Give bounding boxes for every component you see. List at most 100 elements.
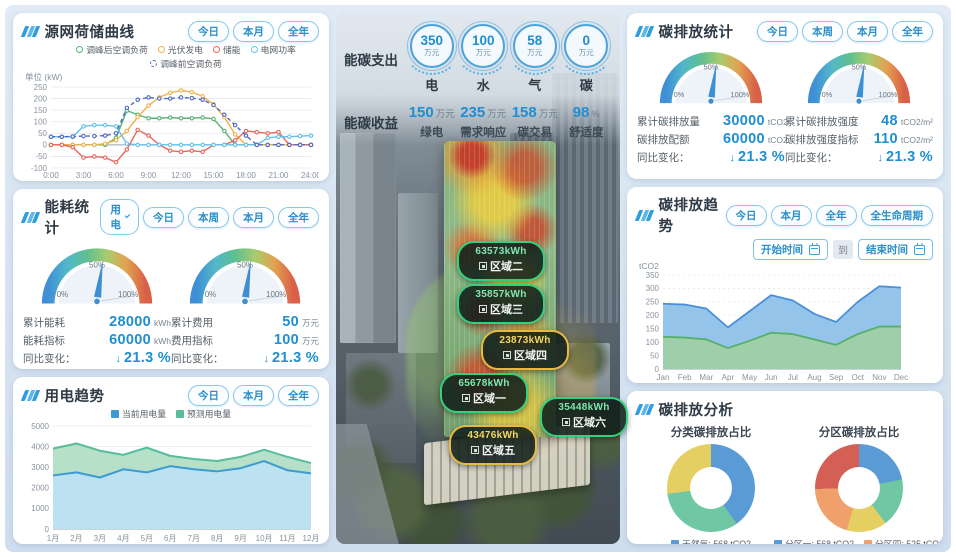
- region-value: 65678kWh: [458, 378, 510, 389]
- panel-title-icon: [20, 211, 40, 223]
- svg-text:12月: 12月: [303, 534, 319, 543]
- region-name: 区域四: [514, 350, 547, 362]
- region-name: 区域五: [482, 445, 515, 457]
- gauge-dial: 0% 50% 100%: [659, 51, 763, 105]
- power-trend-tab-1[interactable]: 本月: [233, 384, 274, 406]
- region-name: 区域六: [573, 417, 606, 429]
- stat-value: 100: [273, 332, 299, 348]
- carbon-trend-tab-0[interactable]: 今日: [725, 204, 767, 226]
- energy-stats-tab-2[interactable]: 本月: [233, 206, 274, 228]
- legend-item[interactable]: 电网功率: [250, 43, 296, 56]
- load-curve-tab-2[interactable]: 全年: [278, 20, 319, 42]
- svg-text:100%: 100%: [731, 90, 750, 99]
- legend-swatch: [76, 46, 84, 53]
- gauge-dial: 0% 50% 100%: [41, 248, 153, 306]
- expenditure-value: 58: [527, 33, 543, 48]
- svg-text:Jun: Jun: [765, 373, 778, 382]
- stat-unit: tCO2: [767, 117, 788, 127]
- carbon-stats-tab-3[interactable]: 全年: [892, 20, 933, 42]
- legend-label: 当前用电量: [122, 409, 166, 419]
- start-date-input[interactable]: 开始时间: [753, 239, 828, 260]
- stat-unit: kWh: [154, 318, 171, 328]
- stat-value: 48: [881, 113, 898, 129]
- svg-text:0%: 0%: [674, 90, 685, 99]
- carbon-stats-tab-2[interactable]: 本月: [847, 20, 888, 42]
- legend-swatch: [671, 539, 680, 544]
- gauge-energy-cost: 0% 50% 100% 累计费用 50 万元 费用指标 100 万元 同比变化： ↓ 21.3 …: [171, 242, 319, 366]
- right-column: 碳排放统计 今日 本周 本月 全年 0% 50% 100% 累计碳排放量 30000 tCO2…: [627, 13, 943, 544]
- region-value: 23873kWh: [499, 335, 551, 346]
- donut-legend-item[interactable]: 分区四: 525 tCO2: [864, 537, 943, 544]
- svg-text:10月: 10月: [256, 534, 273, 543]
- svg-text:100: 100: [34, 118, 48, 127]
- svg-text:Nov: Nov: [872, 373, 886, 382]
- region-pill-6[interactable]: 35448kWh 区域六: [540, 397, 628, 437]
- legend-item[interactable]: 储能: [212, 43, 241, 56]
- carbon-trend-tab-1[interactable]: 本月: [770, 204, 812, 226]
- power-trend-tab-2[interactable]: 全年: [278, 384, 319, 406]
- panel-energy-stats-header: 能耗统计 用电 今日 本周 本月 全年: [20, 196, 319, 238]
- svg-text:3:00: 3:00: [76, 171, 92, 180]
- energy-stats-tab-3[interactable]: 全年: [278, 206, 319, 228]
- expenditure-value: 350: [420, 33, 444, 48]
- region-pill-3[interactable]: 35857kWh 区域三: [457, 284, 545, 324]
- svg-text:0%: 0%: [822, 90, 833, 99]
- donut-legend-item[interactable]: 分区一: 568 tCO2: [774, 537, 854, 544]
- region-icon: [479, 262, 487, 270]
- svg-text:2000: 2000: [31, 484, 49, 493]
- gauge-carbon-intensity: 0% 50% 100% 累计碳排放强度 48 tCO2/m² 碳排放强度指标 110 tCO…: [785, 46, 933, 165]
- income-carbon-trade: 158 万元 碳交易: [509, 104, 561, 140]
- load-curve-chart: 250 200 150 100 50 0 -50 -1000:00 3:00 6:00 9:00 12…: [31, 83, 322, 180]
- svg-text:-50: -50: [35, 152, 47, 161]
- power-trend-tab-0[interactable]: 今日: [188, 384, 229, 406]
- donut-charts: 分类碳排放占比 天然气: 568 tCO2热力: 465 tCO2电力: 385…: [637, 422, 943, 544]
- svg-text:0: 0: [45, 525, 50, 534]
- yoy-value: 21.3 %: [124, 350, 171, 366]
- energy-type-dropdown[interactable]: 用电: [99, 199, 139, 235]
- region-pill-5[interactable]: 43476kWh 区域五: [449, 425, 537, 465]
- legend-item[interactable]: 光伏发电: [157, 43, 203, 56]
- region-pill-2[interactable]: 63573kWh 区域二: [457, 241, 545, 281]
- svg-text:200: 200: [646, 311, 660, 320]
- legend-label: 调峰后空调负荷: [86, 45, 148, 55]
- legend-item[interactable]: 预测用电量: [176, 407, 231, 420]
- expenditure-circle: 100 万元: [454, 21, 513, 75]
- carbon-stats-tab-0[interactable]: 今日: [757, 20, 798, 42]
- energy-stats-tab-1[interactable]: 本周: [188, 206, 229, 228]
- stat-label: 能耗指标: [23, 335, 65, 347]
- carbon-stats-tab-1[interactable]: 本周: [802, 20, 843, 42]
- carbon-trend-tab-3[interactable]: 全生命周期: [860, 204, 933, 226]
- start-date-placeholder: 开始时间: [761, 244, 803, 256]
- gauge-energy-consumption: 0% 50% 100% 累计能耗 28000 kWh 能耗指标 60000 kWh 同比变化…: [23, 242, 171, 366]
- date-range-row: 开始时间 到 结束时间: [637, 239, 933, 260]
- donut-legend-item[interactable]: 天然气: 568 tCO2: [671, 537, 751, 544]
- svg-text:Apr: Apr: [722, 373, 735, 382]
- down-arrow-icon: ↓: [729, 152, 736, 164]
- region-pill-1[interactable]: 65678kWh 区域一: [440, 373, 528, 413]
- legend-item[interactable]: 调峰前空调负荷: [150, 57, 222, 70]
- svg-text:8月: 8月: [211, 534, 223, 543]
- svg-text:50%: 50%: [237, 260, 253, 269]
- region-pill-4[interactable]: 23873kWh 区域四: [481, 330, 569, 370]
- svg-text:0:00: 0:00: [43, 171, 59, 180]
- gauge-carbon-total: 0% 50% 100% 累计碳排放量 30000 tCO2 碳排放配额 60000 tCO2…: [637, 46, 788, 165]
- yoy-label: 同比变化：: [637, 152, 690, 164]
- load-curve-tab-0[interactable]: 今日: [188, 20, 229, 42]
- stat-unit: tCO2: [767, 135, 788, 145]
- legend-item[interactable]: 当前用电量: [111, 407, 166, 420]
- donut-title: 分类碳排放占比: [670, 427, 752, 439]
- end-date-input[interactable]: 结束时间: [858, 239, 933, 260]
- stat-label: 碳排放强度指标: [785, 134, 859, 146]
- load-curve-tab-1[interactable]: 本月: [233, 20, 274, 42]
- svg-text:3000: 3000: [31, 463, 49, 472]
- svg-text:21:00: 21:00: [268, 171, 289, 180]
- carbon-trend-tab-2[interactable]: 全年: [815, 204, 857, 226]
- stat-label: 累计能耗: [23, 317, 65, 329]
- legend-item[interactable]: 调峰后空调负荷: [76, 43, 148, 56]
- expenditure-circle: 58 万元: [505, 21, 564, 75]
- down-arrow-icon: ↓: [877, 152, 884, 164]
- panel-title-icon: [634, 403, 654, 415]
- energy-stats-tab-0[interactable]: 今日: [143, 206, 184, 228]
- svg-text:Mar: Mar: [699, 373, 713, 382]
